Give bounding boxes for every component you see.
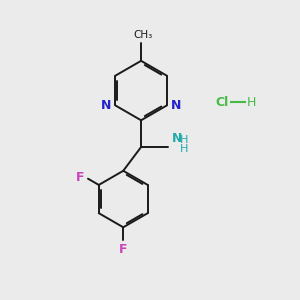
Text: N: N: [171, 99, 181, 112]
Text: H: H: [180, 135, 189, 145]
Text: F: F: [76, 171, 84, 184]
Text: N: N: [171, 132, 182, 145]
Text: N: N: [101, 99, 112, 112]
Text: H: H: [180, 144, 189, 154]
Text: H: H: [247, 96, 256, 109]
Text: F: F: [119, 243, 128, 256]
Text: CH₃: CH₃: [133, 30, 152, 40]
Text: Cl: Cl: [215, 96, 229, 109]
